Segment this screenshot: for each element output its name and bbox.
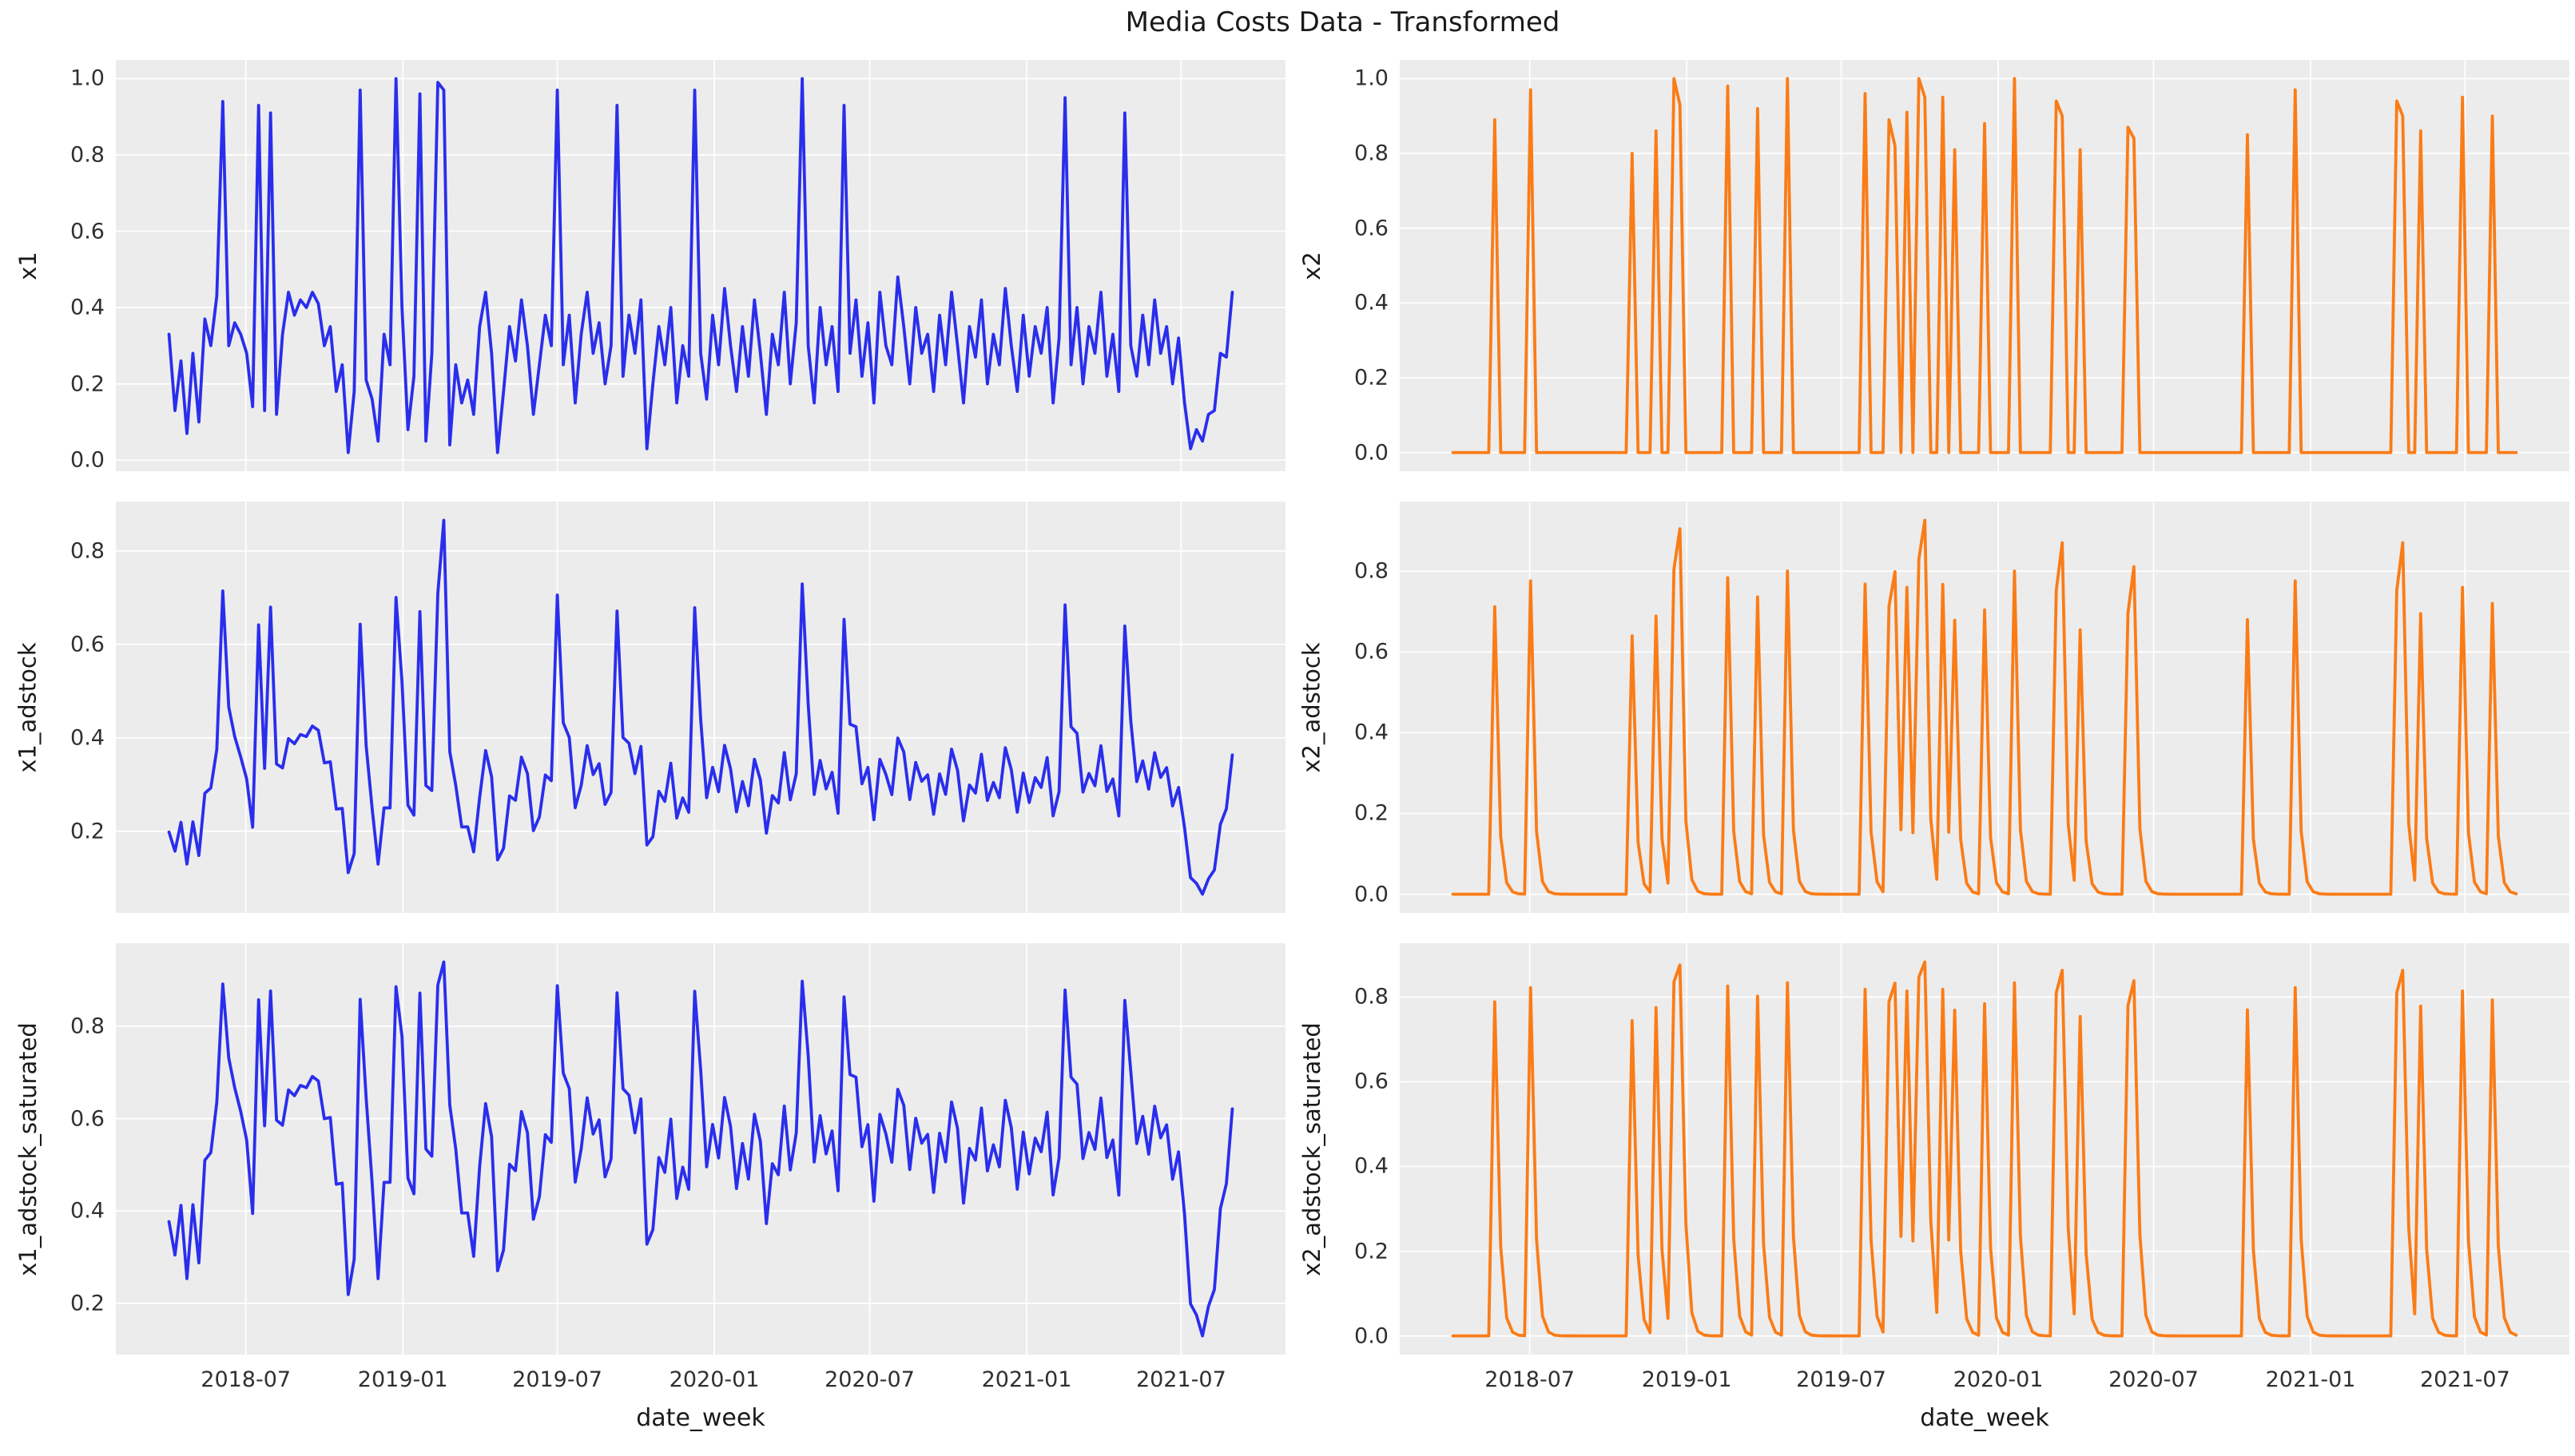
x-tick-label: 2020-07: [825, 1367, 915, 1392]
x-tick-label: 2019-07: [512, 1367, 602, 1392]
y-tick-label: 0.2: [1354, 800, 1389, 826]
y-tick-label: 1.0: [70, 65, 105, 91]
x1_adstock-line-chart: [116, 502, 1286, 913]
y-tick-label: 0.4: [70, 1198, 105, 1224]
y-tick-label: 0.8: [70, 1014, 105, 1039]
x-tick-label: 2019-07: [1796, 1367, 1886, 1392]
y-tick-label: 0.8: [1354, 141, 1389, 166]
y-axis-label-x2_adstock_saturated: x2_adstock_saturated: [1298, 1022, 1326, 1276]
x-tick-label: 2021-07: [1135, 1367, 1226, 1392]
x-tick-label: 2019-01: [1641, 1367, 1732, 1392]
y-tick-label: 0.4: [1354, 1153, 1389, 1179]
y-tick-label: 0.8: [1354, 984, 1389, 1010]
y-axis-label-x2_adstock: x2_adstock: [1298, 641, 1326, 773]
x-tick-label: 2021-01: [2265, 1367, 2356, 1392]
y-tick-label: 0.0: [70, 447, 105, 473]
y-axis-label-x1_adstock: x1_adstock: [14, 641, 42, 773]
y-tick-label: 0.2: [70, 371, 105, 397]
y-tick-label: 0.0: [1354, 1323, 1389, 1349]
x-tick-label: 2020-01: [669, 1367, 760, 1392]
x2_adstock-line-chart: [1400, 502, 2569, 913]
subplot-x2_adstock_saturated: 0.0 0.2 0.4 0.6 0.8 x2_adstock_saturated 2018-…: [1298, 943, 2569, 1432]
subplot-x1_adstock: 0.2 0.4 0.6 0.8 x1_adstock: [14, 502, 1286, 913]
subplot-x1_adstock_saturated: 0.2 0.4 0.6 0.8 x1_adstock_saturated 2018-07 2…: [14, 943, 1286, 1432]
x-tick-label: 2019-01: [357, 1367, 448, 1392]
y-tick-label: 0.6: [1354, 639, 1389, 665]
x1-line-chart: [116, 60, 1286, 471]
y-tick-label: 0.6: [70, 1106, 105, 1132]
x-tick-label: 2020-01: [1953, 1367, 2044, 1392]
y-tick-label: 0.2: [70, 819, 105, 844]
y-tick-label: 0.6: [1354, 1069, 1389, 1094]
x-tick-label: 2021-01: [981, 1367, 1072, 1392]
x-tick-label: 2018-07: [201, 1367, 292, 1392]
x-tick-label: 2018-07: [1484, 1367, 1576, 1392]
y-tick-label: 0.8: [70, 538, 105, 564]
x2_adstock_saturated-line-chart: [1400, 943, 2569, 1355]
y-tick-label: 0.8: [70, 142, 105, 168]
y-tick-label: 0.0: [1354, 440, 1389, 466]
x-axis-label: date_week: [1920, 1404, 2049, 1432]
y-tick-label: 0.6: [70, 219, 105, 244]
x-axis-label: date_week: [636, 1404, 765, 1432]
y-tick-label: 0.6: [70, 632, 105, 657]
y-tick-label: 0.2: [1354, 1239, 1389, 1264]
x-tick-label: 2021-07: [2419, 1367, 2510, 1392]
x-tick-label: 2020-07: [2108, 1367, 2199, 1392]
y-axis-label-x1_adstock_saturated: x1_adstock_saturated: [14, 1022, 42, 1276]
y-tick-label: 0.4: [70, 725, 105, 751]
subplot-x2_adstock: 0.0 0.2 0.4 0.6 0.8 x2_adstock: [1298, 502, 2569, 913]
y-tick-label: 0.4: [1354, 290, 1389, 315]
y-tick-label: 1.0: [1354, 65, 1389, 91]
subplot-x1: 0.0 0.2 0.4 0.6 0.8 1.0 x1: [14, 60, 1286, 473]
y-tick-label: 0.4: [70, 295, 105, 320]
y-tick-label: 0.4: [1354, 720, 1389, 745]
y-tick-label: 0.8: [1354, 558, 1389, 584]
x1_adstock_saturated-line-chart: [116, 943, 1286, 1355]
subplot-x2: 0.0 0.2 0.4 0.6 0.8 1.0 x2: [1298, 60, 2569, 471]
y-tick-label: 0.6: [1354, 216, 1389, 241]
y-tick-label: 0.2: [1354, 365, 1389, 391]
x2-line-chart: [1400, 60, 2569, 471]
y-tick-label: 0.2: [70, 1291, 105, 1316]
y-axis-label-x2: x2: [1298, 251, 1325, 280]
y-axis-label-x1: x1: [14, 251, 42, 280]
chart-title: Media Costs Data - Transformed: [1125, 6, 1560, 38]
y-tick-label: 0.0: [1354, 882, 1389, 907]
